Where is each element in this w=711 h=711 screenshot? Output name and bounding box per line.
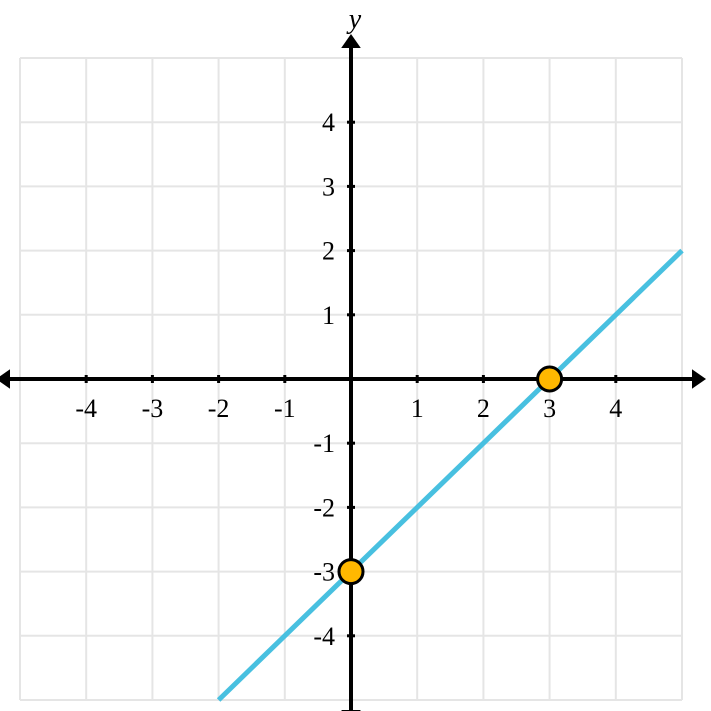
x-tick-label: 3 [543,394,556,423]
y-tick-label: -1 [313,429,335,458]
x-tick-label: 2 [477,394,490,423]
y-tick-label: 2 [322,237,335,266]
chart-svg: -4-3-2-11234-4-3-2-11234yx [0,0,711,711]
plot-point [538,367,562,391]
y-tick-label: -2 [313,493,335,522]
x-tick-label: -1 [274,394,296,423]
x-tick-label: -3 [142,394,164,423]
y-tick-label: 1 [322,301,335,330]
y-tick-label: -4 [313,622,335,651]
x-tick-label: 1 [411,394,424,423]
plot-point [339,560,363,584]
x-tick-label: -4 [75,394,97,423]
x-tick-label: 4 [609,394,622,423]
y-axis-label: y [346,4,362,35]
coordinate-plane-chart: -4-3-2-11234-4-3-2-11234yx [0,0,711,711]
y-tick-label: -3 [313,558,335,587]
y-tick-label: 3 [322,172,335,201]
y-tick-label: 4 [322,108,335,137]
x-tick-label: -2 [208,394,230,423]
